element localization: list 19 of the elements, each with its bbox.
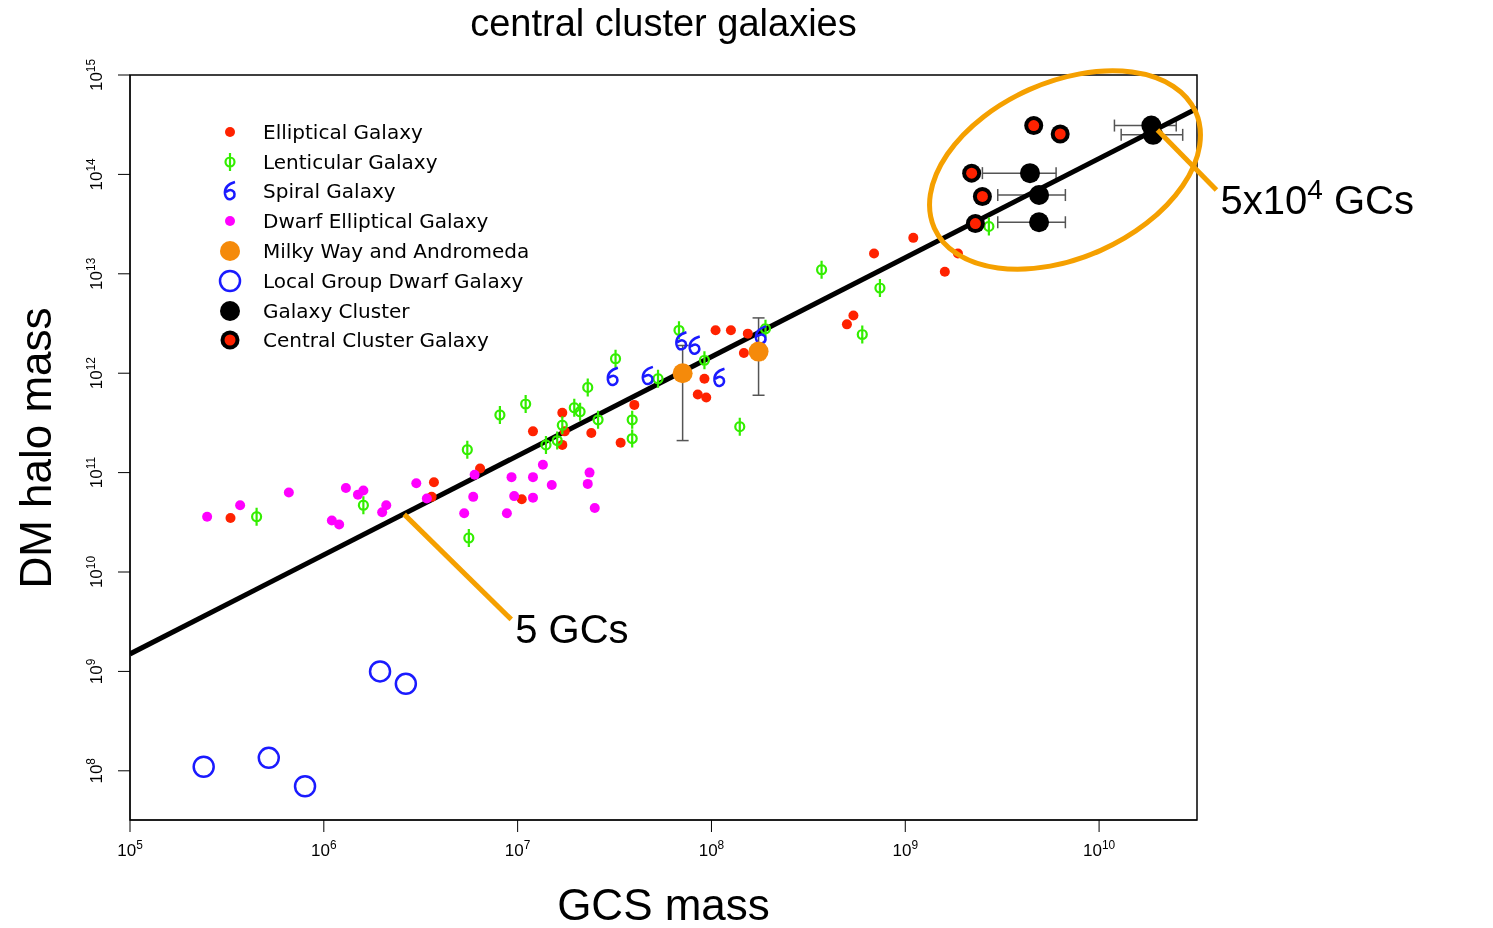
x-tick-label: 10$^{6}$ [311,838,337,860]
x-tick-label: 10$^{7}$ [504,838,531,860]
annotation: 5x10$^{4}$ GCs [1220,173,1414,222]
y-axis-title: DM halo mass [11,306,61,589]
legend-label: Elliptical Galaxy [263,119,423,144]
x-axis-title: GCS mass [556,880,771,928]
legend-label: Dwarf Elliptical Galaxy [263,209,489,234]
legend-label: Spiral Galaxy [263,179,396,204]
legend-label: Central Cluster Galaxy [263,328,489,353]
annotation: 5 GCs [515,607,629,652]
x-tick-label: 10$^{8}$ [698,838,725,860]
legend-label: Galaxy Cluster [263,298,410,323]
chart-title: central cluster galaxies [469,2,858,45]
x-tick-label: 10$^{9}$ [892,838,919,860]
legend-label: Local Group Dwarf Galaxy [263,268,524,293]
legend-label: Milky Way and Andromeda [263,239,530,264]
x-tick-label: 10$^{10}$ [1083,838,1116,860]
x-tick-label: 10$^{5}$ [117,838,144,860]
legend-label: Lenticular Galaxy [263,149,438,174]
